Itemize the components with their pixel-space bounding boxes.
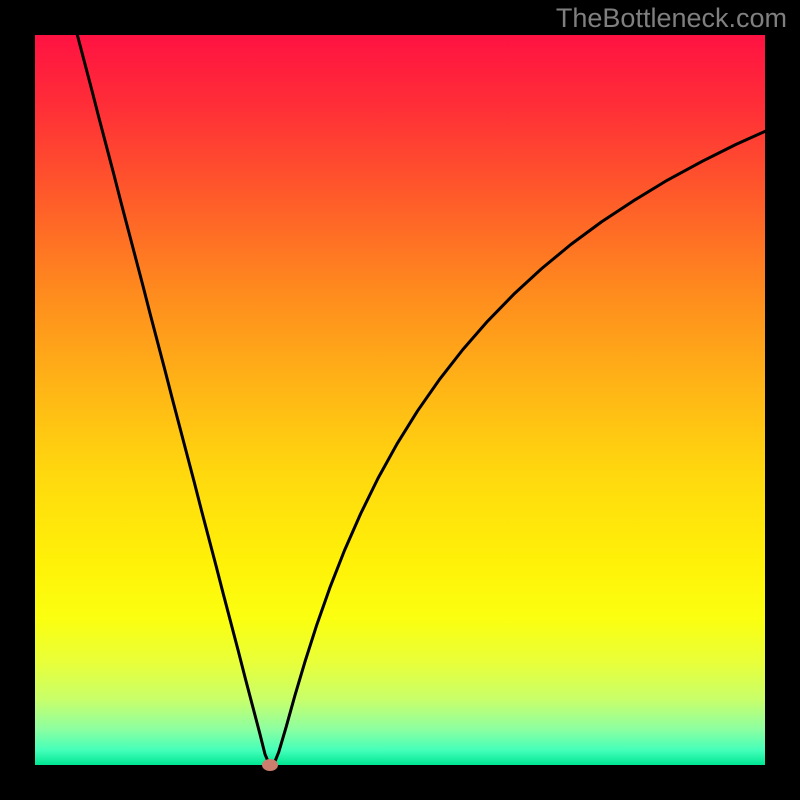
- watermark-text: TheBottleneck.com: [556, 3, 787, 34]
- optimum-marker: [262, 759, 278, 771]
- curve-path: [77, 35, 765, 765]
- plot-area: [35, 35, 765, 765]
- stage: TheBottleneck.com: [0, 0, 800, 800]
- bottleneck-curve: [35, 35, 765, 765]
